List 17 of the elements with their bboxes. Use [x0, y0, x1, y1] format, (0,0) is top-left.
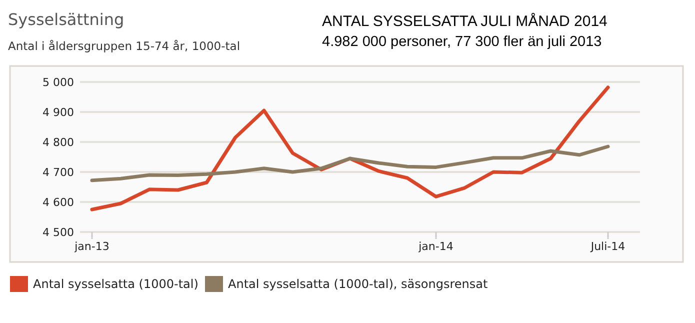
y-tick-label: 4 800: [42, 136, 74, 149]
legend-label: Antal sysselsatta (1000-tal), säsongsrensat: [228, 277, 488, 291]
y-tick-label: 4 700: [42, 166, 74, 179]
chart-subtitle: Antal i åldersgruppen 15-74 år, 1000-tal: [8, 39, 240, 53]
line-series: [90, 86, 610, 212]
chart-title: Sysselsättning: [8, 10, 124, 29]
y-tick-label: 5 000: [42, 76, 74, 89]
x-tick-label: jan-13: [74, 240, 110, 253]
x-tick-label: Juli-14: [590, 240, 626, 253]
legend-label: Antal sysselsatta (1000-tal): [33, 277, 198, 291]
y-tick-label: 4 500: [42, 226, 74, 239]
y-tick-label: 4 900: [42, 106, 74, 119]
x-tick-label: jan-14: [418, 240, 454, 253]
text: ANTAL SYSSELSATTA JULI MÅNAD 2014: [322, 12, 608, 30]
line-series: [90, 144, 610, 182]
y-tick-label: 4 600: [42, 196, 74, 209]
text: 4.982 000 personer, 77 300 fler än juli 2013: [322, 34, 602, 50]
